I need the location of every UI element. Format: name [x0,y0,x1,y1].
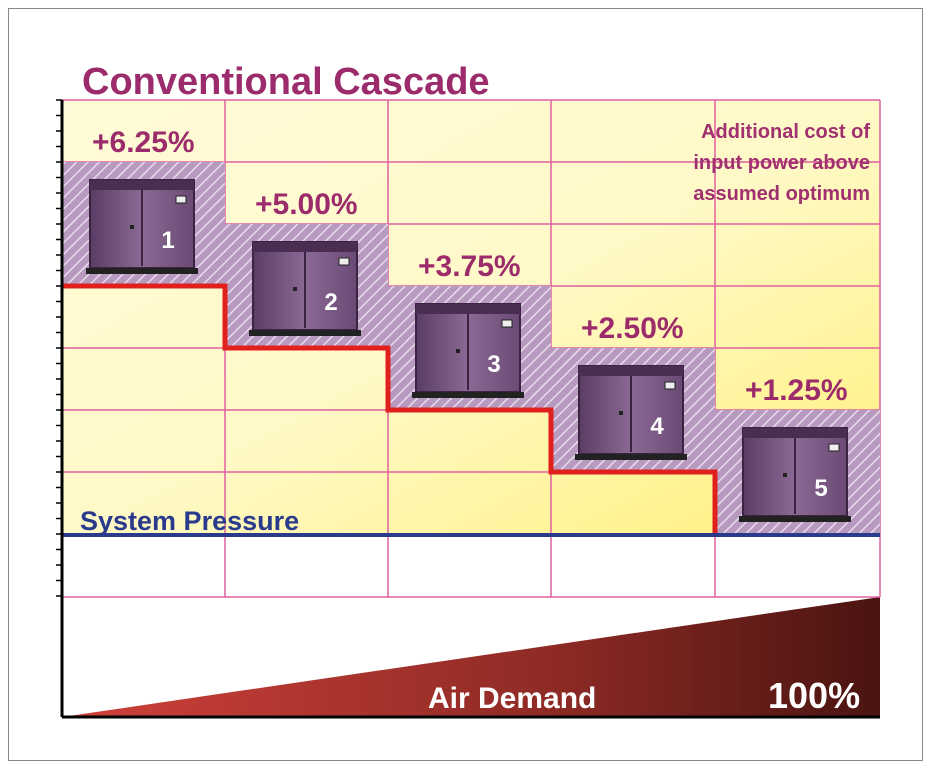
diagram: 1 2 3 4 5 +6.25% +5.00% +3.75% +2.50% +1.25% Con… [0,0,931,769]
compressor-handle [783,473,787,477]
annotation: input power above [693,152,870,174]
compressor-panel [502,320,512,327]
compressor-top [416,304,520,314]
cost-label: +3.75% [418,250,521,283]
compressor-top [579,366,683,376]
compressor-panel [176,196,186,203]
cost-label: +6.25% [92,126,195,159]
compressor-base [739,516,851,522]
compressor-panel [339,258,349,265]
compressor-handle [130,225,134,229]
cost-label: +5.00% [255,188,358,221]
compressor-number: 5 [814,475,827,502]
compressor-number: 2 [324,289,337,316]
cost-label: +1.25% [745,374,848,407]
annotation: Additional cost of [701,121,870,143]
compressor-handle [293,287,297,291]
compressor-top [743,428,847,438]
compressor-number: 1 [161,227,174,254]
compressor-base [575,454,687,460]
demand-max: 100% [768,675,860,716]
compressor-top [253,242,357,252]
demand-label: Air Demand [428,682,596,715]
compressor-base [412,392,524,398]
compressor-top [90,180,194,190]
compressor-base [249,330,361,336]
pressure-label: System Pressure [80,506,299,536]
compressor-handle [619,411,623,415]
compressor-number: 4 [650,413,664,440]
annotation: assumed optimum [693,183,870,205]
cost-label: +2.50% [581,312,684,345]
compressor-handle [456,349,460,353]
compressor-base [86,268,198,274]
compressor-number: 3 [487,351,500,378]
compressor-panel [829,444,839,451]
title: Conventional Cascade [82,61,490,103]
compressor-panel [665,382,675,389]
